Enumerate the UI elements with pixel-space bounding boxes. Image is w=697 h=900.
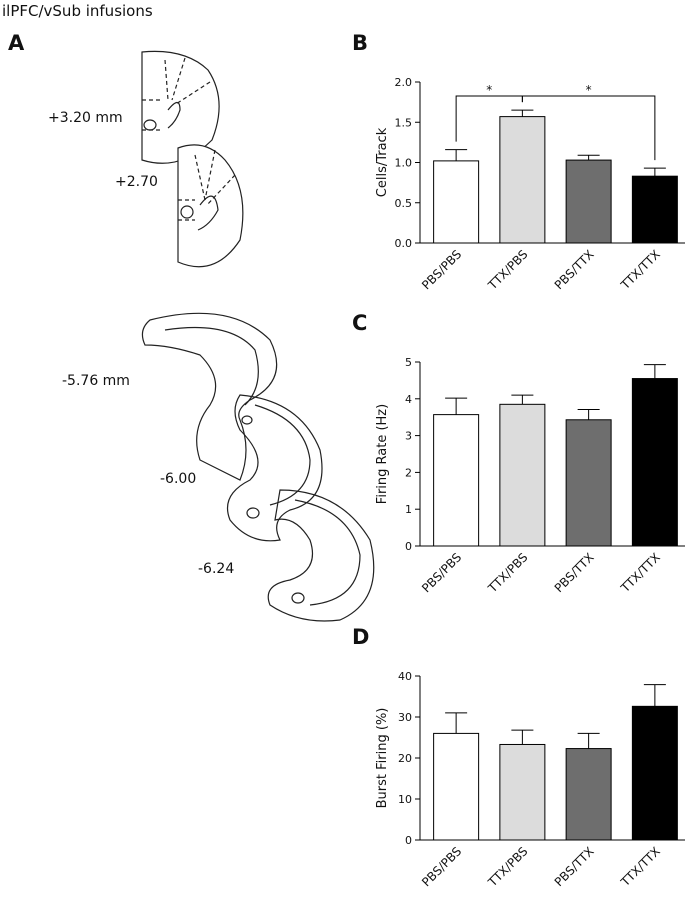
y-tick-label: 0 — [405, 540, 412, 553]
x-tick-label: TTX/TTX — [617, 550, 663, 596]
y-tick-label: 5 — [405, 356, 412, 369]
level-label: +2.70 — [115, 174, 158, 190]
bar — [565, 748, 612, 841]
x-tick-label: PBS/TTX — [552, 844, 597, 889]
panel-label: D — [352, 625, 369, 649]
x-tick-label: TTX/TTX — [617, 844, 663, 890]
bar — [631, 378, 678, 547]
significance-label: * — [586, 83, 592, 97]
y-tick-label: 1 — [405, 503, 412, 516]
x-tick-label: PBS/TTX — [552, 550, 597, 595]
y-tick-label: 2 — [405, 466, 412, 479]
x-tick-label: PBS/PBS — [419, 247, 464, 292]
x-tick-label: TTX/PBS — [485, 550, 531, 596]
bar — [631, 175, 678, 244]
y-tick-label: 3 — [405, 430, 412, 443]
bar — [433, 732, 480, 841]
bar — [499, 743, 546, 841]
y-tick-label: 40 — [398, 670, 412, 683]
section-outline — [141, 312, 278, 481]
y-axis-label: Firing Rate (Hz) — [375, 404, 390, 504]
infusion-site — [241, 415, 253, 425]
section-detail — [167, 101, 181, 129]
x-tick-label: PBS/PBS — [419, 844, 464, 889]
y-tick-label: 2.0 — [395, 76, 413, 89]
section-outline — [267, 489, 375, 622]
infusion-site — [246, 507, 260, 519]
bar — [565, 159, 612, 244]
y-tick-label: 0.5 — [395, 197, 413, 210]
section-detail — [197, 195, 219, 231]
x-tick-label: PBS/TTX — [552, 247, 597, 292]
bar — [565, 419, 612, 547]
level-label: +3.20 mm — [48, 110, 123, 126]
panel-label: B — [352, 31, 368, 55]
y-tick-label: 10 — [398, 793, 412, 806]
panel-label: A — [8, 31, 25, 55]
bar — [631, 705, 678, 841]
figure-title: ilPFC/vSub infusions — [2, 2, 153, 20]
infusion-site — [143, 119, 157, 131]
level-label: -6.00 — [160, 471, 196, 487]
y-axis-label: Cells/Track — [375, 127, 390, 197]
section-outline — [141, 50, 220, 164]
panel-label: C — [352, 311, 367, 335]
section-outline — [177, 144, 244, 268]
brain-sections — [141, 50, 375, 622]
y-axis-label: Burst Firing (%) — [375, 708, 390, 809]
section-detail — [164, 326, 259, 406]
level-label: -6.24 — [198, 561, 234, 577]
y-tick-label: 0.0 — [395, 237, 413, 250]
x-tick-label: TTX/PBS — [485, 844, 531, 890]
significance-label: * — [486, 83, 492, 97]
x-tick-label: TTX/PBS — [485, 247, 531, 293]
y-tick-label: 1.5 — [395, 116, 413, 129]
section-detail — [254, 404, 311, 506]
bar — [499, 116, 546, 244]
bar — [433, 160, 480, 244]
section-detail — [178, 149, 236, 221]
y-tick-label: 20 — [398, 752, 412, 765]
x-tick-label: PBS/PBS — [419, 550, 464, 595]
x-tick-label: TTX/TTX — [617, 247, 663, 293]
significance-bracket — [521, 95, 656, 161]
y-tick-label: 30 — [398, 711, 412, 724]
level-label: -5.76 mm — [62, 373, 130, 389]
bar — [433, 414, 480, 547]
y-tick-label: 4 — [405, 393, 412, 406]
bar — [499, 403, 546, 547]
y-tick-label: 1.0 — [395, 157, 413, 170]
infusion-site — [291, 592, 305, 604]
section-outline — [226, 394, 323, 542]
infusion-site — [180, 205, 194, 219]
y-tick-label: 0 — [405, 834, 412, 847]
section-detail — [294, 499, 361, 606]
